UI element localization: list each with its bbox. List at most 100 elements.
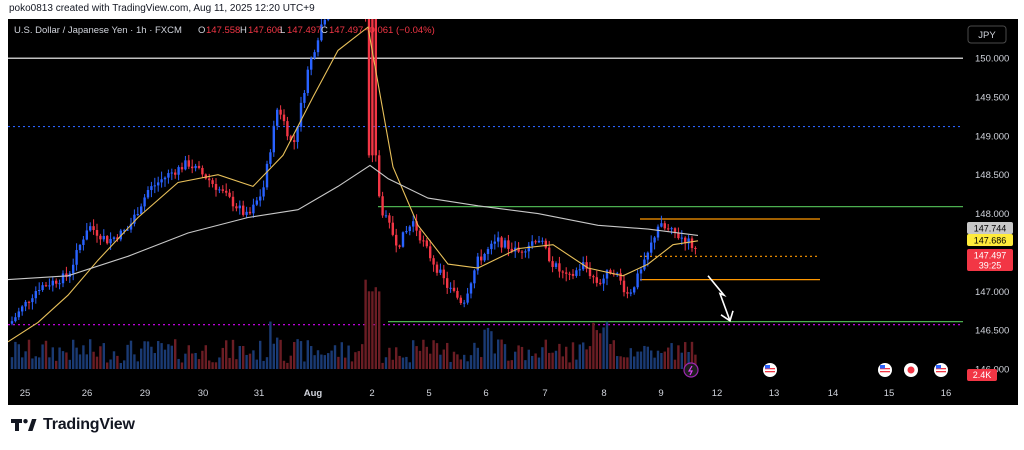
- volume-bar: [153, 353, 156, 369]
- candle-body: [248, 211, 252, 214]
- volume-bar: [279, 339, 282, 369]
- candle-body: [197, 165, 201, 168]
- currency-label: JPY: [978, 30, 996, 41]
- time-tick-label: 16: [941, 388, 952, 399]
- candle-body: [544, 240, 547, 248]
- flag-stripe-icon: [765, 371, 775, 373]
- volume-badge: [967, 369, 997, 381]
- volume-bar: [690, 341, 694, 369]
- volume-bar: [381, 362, 384, 369]
- time-tick-label: 29: [140, 388, 151, 399]
- candle-body: [174, 172, 177, 175]
- price-badge-label: 147.497: [974, 250, 1007, 260]
- volume-bar: [289, 355, 292, 369]
- volume-bar: [527, 349, 530, 369]
- candle-body: [429, 246, 432, 259]
- candle-body: [616, 273, 619, 275]
- candle-body: [38, 290, 41, 292]
- candle-body: [269, 152, 272, 164]
- candle-body: [493, 241, 496, 244]
- volume-bar: [493, 353, 496, 369]
- volume-bar: [398, 355, 401, 369]
- volume-bar: [99, 346, 102, 369]
- candle-body: [480, 256, 483, 261]
- volume-bar: [469, 355, 473, 369]
- candle-body: [680, 237, 683, 239]
- price-badge: [967, 248, 1013, 271]
- price-axis[interactable]: 150.000149.500149.000148.500148.000147.5…: [975, 54, 1009, 376]
- candle-body: [61, 273, 65, 284]
- volume-bar: [170, 345, 173, 369]
- volume-bar: [61, 351, 65, 369]
- candlestick-chart[interactable]: U.S. Dollar / Japanese Yen · 1h · FXCM O…: [8, 19, 1018, 405]
- candle-body: [99, 235, 102, 240]
- volume-bar: [350, 361, 354, 369]
- candle-body: [126, 229, 129, 231]
- time-tick-label: 26: [82, 388, 93, 399]
- candle-body: [565, 272, 568, 274]
- volume-bar: [191, 353, 194, 369]
- volume-bar: [395, 347, 398, 369]
- candle-body: [690, 238, 694, 248]
- candle-body: [500, 237, 503, 248]
- volume-bar: [85, 354, 88, 369]
- candle-body: [687, 238, 690, 244]
- candle-body: [633, 287, 636, 293]
- candle-body: [378, 155, 381, 197]
- volume-bar: [466, 361, 469, 369]
- volume-bar: [48, 357, 51, 369]
- volume-bar: [412, 340, 415, 369]
- volume-bar: [405, 356, 408, 369]
- volume-bar: [374, 287, 377, 369]
- volume-bar: [187, 345, 190, 369]
- volume-bar: [459, 359, 462, 369]
- candle-body: [537, 240, 541, 243]
- flash-icon: [683, 362, 699, 378]
- candle-body: [656, 226, 660, 238]
- candle-body: [150, 186, 153, 191]
- currency-button[interactable]: JPY: [967, 25, 1007, 44]
- time-tick-label: 8: [601, 388, 606, 399]
- candle-body: [289, 136, 292, 141]
- candle-body: [157, 182, 160, 186]
- volume-bar: [422, 339, 425, 369]
- candle-body: [170, 172, 173, 174]
- tradingview-brand[interactable]: TradingView: [11, 416, 135, 434]
- candle-body: [605, 270, 609, 279]
- candle-body: [452, 287, 456, 291]
- candle-body: [194, 165, 197, 169]
- candle-body: [41, 285, 44, 291]
- candle-body: [395, 234, 398, 246]
- candle-body: [524, 251, 527, 253]
- candle-body: [476, 256, 479, 271]
- candle-body: [575, 270, 578, 276]
- volume-bar: [367, 291, 371, 369]
- symbol-title: U.S. Dollar / Japanese Yen · 1h · FXCM: [14, 25, 182, 36]
- volume-bar: [371, 291, 374, 369]
- time-axis[interactable]: 25 26 29 30 31 Aug 2 5 6 7 8 9 12 13 14 15 16: [20, 388, 952, 399]
- low-label: L: [280, 25, 285, 36]
- volume-bar: [262, 360, 265, 369]
- chart-frame[interactable]: U.S. Dollar / Japanese Yen · 1h · FXCM O…: [8, 19, 1018, 405]
- candle-body: [568, 273, 571, 275]
- candle-body: [262, 187, 265, 197]
- volume-bar: [449, 361, 452, 369]
- volume-bar: [106, 362, 109, 369]
- close-label: C: [321, 25, 328, 36]
- volume-bar: [571, 342, 575, 369]
- volume-bar: [129, 340, 133, 369]
- volume-bar: [575, 359, 578, 369]
- candle-body: [129, 223, 133, 230]
- volume-bar: [184, 353, 187, 369]
- candle-body: [639, 269, 643, 274]
- candle-body: [34, 291, 37, 299]
- volume-bar: [585, 349, 588, 369]
- volume-bar: [473, 342, 476, 369]
- volume-bar: [442, 349, 445, 369]
- volume-bar: [272, 343, 275, 369]
- volume-bar: [599, 333, 602, 369]
- candle-body: [497, 237, 500, 242]
- candle-body: [660, 223, 663, 227]
- candle-body: [252, 204, 255, 214]
